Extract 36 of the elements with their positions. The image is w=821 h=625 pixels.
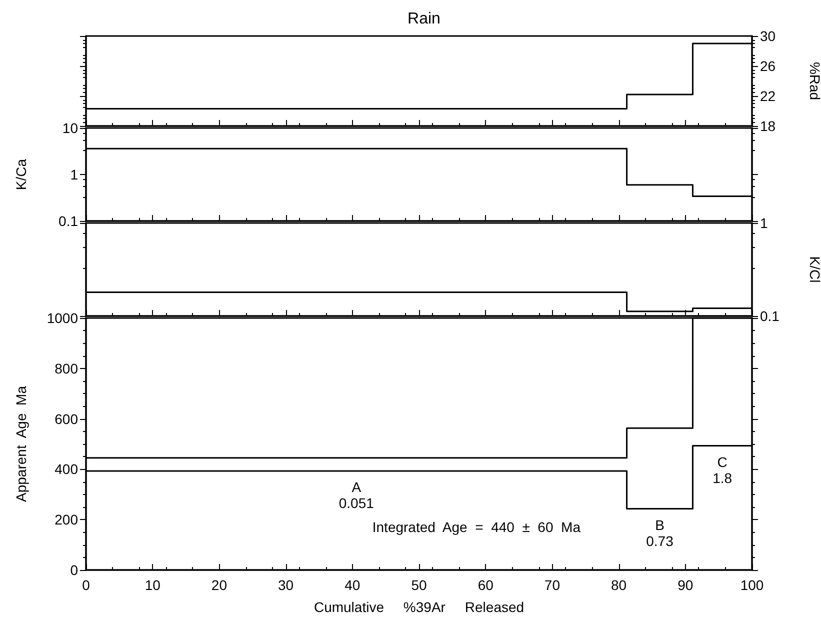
y-tick-label: 1 <box>760 215 768 231</box>
x-tick-label: 90 <box>678 577 694 593</box>
y-tick-label: 800 <box>54 360 78 376</box>
y-tick-label: 18 <box>760 118 776 134</box>
x-tick-label: 30 <box>278 577 294 593</box>
y-tick-label: 200 <box>54 512 78 528</box>
y-tick-label: 26 <box>760 58 776 74</box>
y-axis-title: Apparent Age Ma <box>13 386 29 502</box>
annotation: Integrated Age = 440 ± 60 Ma <box>372 519 581 535</box>
y-axis-title: K/Cl <box>807 256 821 283</box>
x-axis-title: Cumulative %39Ar Released <box>314 599 524 615</box>
x-tick-label: 0 <box>82 577 90 593</box>
y-tick-label: 0.1 <box>58 213 78 229</box>
x-tick-label: 10 <box>144 577 161 593</box>
y-tick-label: 1 <box>70 166 78 182</box>
y-tick-label: 30 <box>760 28 776 44</box>
x-tick-label: 80 <box>611 577 627 593</box>
annotation: A 0.051 <box>338 478 374 511</box>
y-tick-label: 10 <box>62 120 78 136</box>
y-tick-label: 0.1 <box>760 308 780 324</box>
y-axis-title: %Rad <box>807 62 821 100</box>
chart-title: Rain <box>408 10 440 28</box>
x-tick-label: 40 <box>344 577 360 593</box>
annotation: C 1.8 <box>712 454 732 486</box>
x-tick-label: 60 <box>478 577 494 593</box>
y-tick-label: 1000 <box>46 310 78 326</box>
x-tick-label: 100 <box>740 577 764 593</box>
y-axis-title: K/Ca <box>13 158 29 190</box>
x-tick-label: 50 <box>411 577 427 593</box>
x-tick-label: 20 <box>211 577 228 593</box>
x-tick-label: 70 <box>544 577 560 593</box>
y-tick-label: 0 <box>70 562 78 578</box>
annotation: B 0.73 <box>646 516 674 549</box>
y-tick-label: 400 <box>54 461 78 478</box>
y-tick-label: 600 <box>54 410 78 427</box>
y-tick-label: 22 <box>760 88 776 104</box>
